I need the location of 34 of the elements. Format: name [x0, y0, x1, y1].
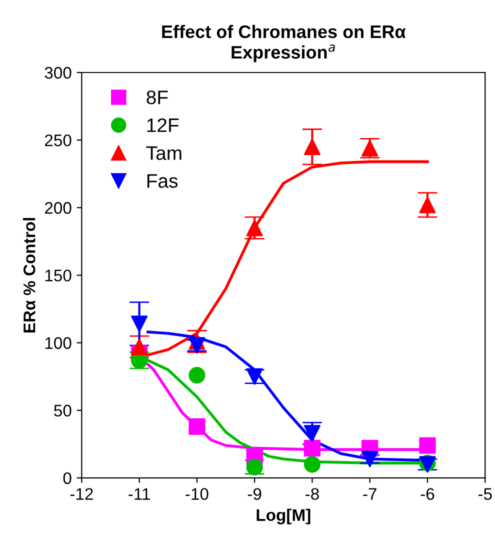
y-tick-label: 300 [44, 66, 72, 79]
y-tick-label: 50 [54, 404, 72, 417]
legend-label: Fas [147, 174, 178, 188]
point [419, 437, 436, 454]
point [131, 338, 148, 356]
legend-label: Tam [146, 146, 182, 160]
y-tick-label: 150 [45, 270, 72, 282]
y-tick-label: 0 [63, 472, 72, 484]
point [304, 138, 321, 156]
point [362, 450, 378, 468]
x-tick-label: -6 [420, 488, 434, 500]
point [246, 220, 263, 236]
y-axis-title: ERα % Control [23, 218, 36, 332]
chart-title: Effect of Chromanes on ERα Expression$^{a}$ [162, 24, 406, 62]
point [304, 440, 321, 456]
x-tick-label: -8 [306, 488, 319, 500]
x-tick-label: -5 [478, 488, 492, 500]
y-tick-label: 200 [44, 202, 72, 214]
point [188, 418, 206, 435]
x-axis-title: Log[M] [256, 508, 310, 524]
point [131, 316, 148, 332]
point [188, 366, 206, 384]
x-tick-label: -10 [186, 488, 208, 500]
y-tick-label: 100 [45, 337, 72, 349]
x-tick-label: -9 [248, 488, 262, 500]
point [304, 425, 321, 442]
x-tick-label: -12 [70, 488, 93, 500]
legend-label: 12F [147, 118, 179, 132]
x-tick-label: -11 [128, 488, 150, 500]
legend-label: 8F [146, 90, 168, 104]
point [419, 196, 436, 214]
y-tick-label: 250 [44, 134, 72, 146]
point [304, 456, 321, 473]
x-tick-label: -7 [363, 488, 376, 500]
